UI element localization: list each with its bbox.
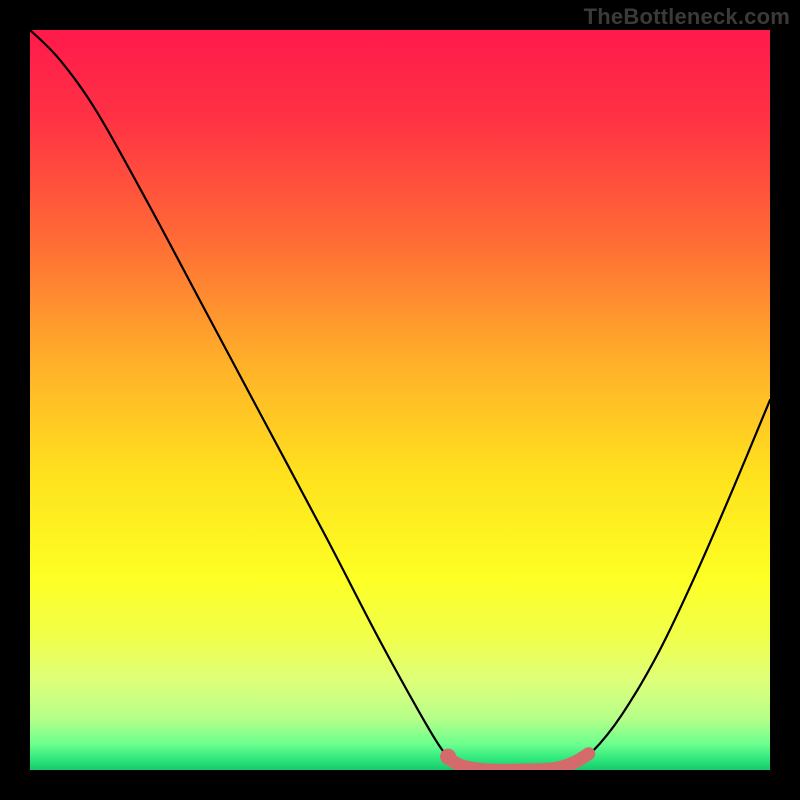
chart-container: TheBottleneck.com: [0, 0, 800, 800]
gradient-background: [30, 30, 770, 770]
bottleneck-chart: [0, 0, 800, 800]
highlight-start-dot: [440, 749, 456, 765]
